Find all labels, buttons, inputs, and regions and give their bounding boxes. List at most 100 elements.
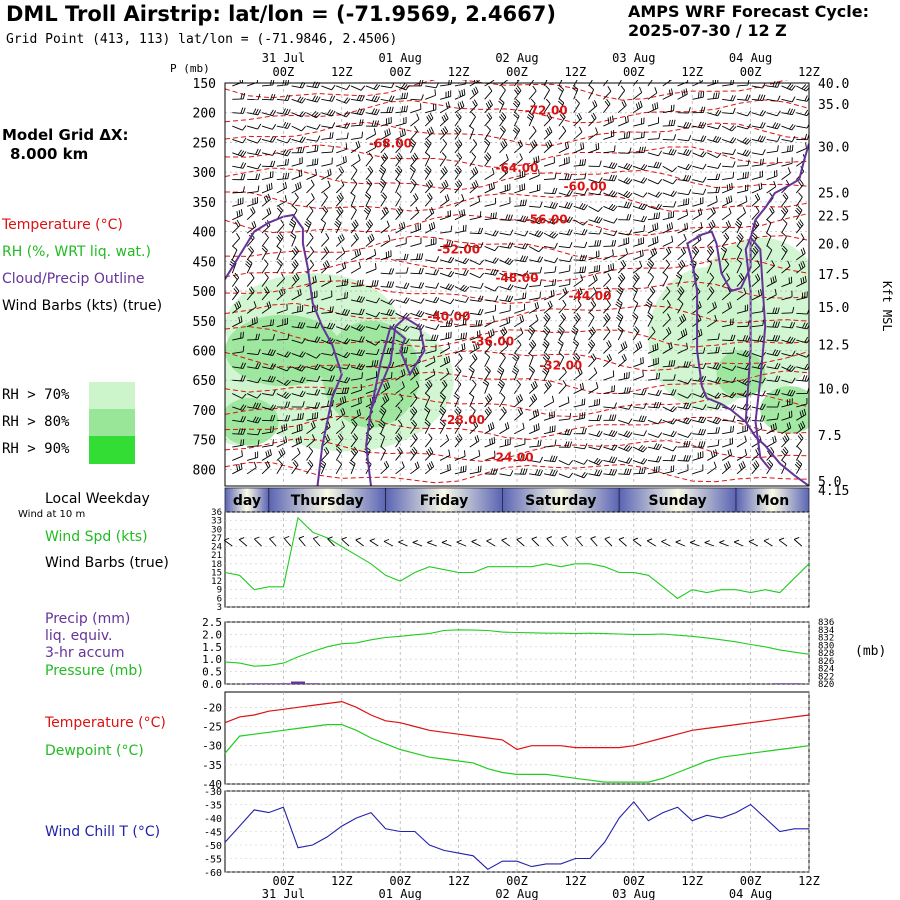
wind-barb — [350, 349, 365, 357]
wind-barb-flag — [539, 201, 543, 208]
wind-barb-flag — [429, 208, 433, 215]
wind-barb-flag — [671, 88, 674, 95]
wind-barb-staff — [246, 291, 255, 301]
wind-barb — [603, 239, 617, 247]
wind-barb-flag — [375, 340, 381, 346]
wind-barb-flag — [682, 246, 687, 253]
wind-barb-flag — [542, 330, 548, 336]
wind-barb-staff — [469, 335, 481, 341]
wind-barb-staff — [736, 366, 748, 371]
wind-barb — [261, 124, 277, 130]
wind-barb — [647, 389, 662, 397]
wind-barb-flag — [343, 97, 349, 103]
wind-barb — [306, 246, 315, 261]
wind-barb — [528, 352, 534, 367]
wind-barb — [454, 269, 469, 276]
wind-barb-staff — [766, 163, 778, 167]
wind-barb-flag — [787, 389, 791, 396]
wind-barb-flag — [329, 375, 333, 382]
wind-barb — [618, 387, 632, 395]
wind-barb-staff — [707, 306, 717, 314]
wind-barb-flag — [577, 369, 581, 375]
wind-barb-staff — [232, 165, 244, 169]
wind-barb-flag — [433, 355, 436, 362]
wind-barb-flag — [589, 312, 595, 318]
wind-barb-flag — [242, 151, 247, 157]
wind-barb-flag — [620, 261, 625, 268]
wind-barb — [781, 245, 788, 261]
wind-barb-flag — [379, 183, 384, 188]
wind-barb — [543, 172, 557, 181]
wind-barb — [350, 372, 363, 381]
wind-barb — [662, 342, 673, 354]
wind-barb-flag — [385, 382, 389, 389]
wind-barb — [363, 205, 372, 220]
wind-barb-staff — [351, 124, 363, 127]
wind-barb-staff — [320, 210, 329, 220]
wind-barb-flag — [759, 159, 762, 166]
wind-barb-flag — [501, 125, 506, 131]
wind-barb-staff — [484, 129, 491, 140]
wind-barb-flag — [757, 135, 762, 142]
wind-barb-flag — [679, 261, 684, 268]
profile-ylabel: P (mb) — [170, 62, 210, 75]
wind-barb-staff — [365, 133, 376, 140]
wind-barb-flag — [633, 328, 639, 334]
wind-barb-flag — [806, 353, 809, 358]
wind-barb-flag — [608, 203, 614, 210]
wind-barb-flag — [272, 94, 276, 101]
wind-barb-flag — [666, 328, 670, 335]
wind-barb-flag — [314, 145, 317, 152]
wind-barb — [588, 274, 598, 287]
wind-barb-flag — [579, 203, 584, 209]
wind-barb — [796, 291, 808, 301]
wind-barb-flag — [396, 192, 402, 198]
wind-barb-flag — [445, 113, 449, 119]
wind-barb-flag — [240, 315, 243, 322]
wind-barb — [736, 287, 747, 301]
wind-barb — [395, 282, 410, 289]
wind-barb-flag — [516, 85, 522, 91]
wind-barb-flag — [772, 307, 775, 314]
wind-barb-staff — [647, 205, 659, 211]
wind-barb-flag — [762, 94, 766, 101]
wind-barb — [410, 298, 425, 304]
wind-barb — [617, 353, 627, 368]
wind-barb-flag — [365, 192, 372, 197]
wind-barb — [306, 193, 315, 207]
wind-barb — [291, 125, 306, 132]
wind-barb-flag — [286, 137, 291, 144]
wind-barb-flag — [558, 352, 565, 358]
height-tick-label: 15.0 — [818, 301, 849, 316]
wind-barb-flag — [478, 80, 480, 81]
wind-barb-flag — [391, 310, 395, 316]
wind-barb-flag — [504, 257, 510, 263]
wind-barb-staff — [424, 384, 433, 394]
wind-barb-flag — [361, 350, 365, 356]
wind-barb — [440, 320, 453, 328]
wind-barb — [514, 327, 524, 341]
wind-barb-flag — [641, 215, 645, 222]
wind-barb — [766, 206, 775, 221]
wind-barb-flag — [403, 128, 406, 135]
wind-barb — [692, 135, 707, 142]
top-tick-label: 00Z — [273, 65, 295, 79]
wind-barb-flag — [534, 410, 538, 417]
wind-barb-staff — [232, 321, 243, 328]
wind-barb-flag — [643, 178, 648, 184]
wind-barb-flag — [233, 274, 238, 280]
wind-barb-flag — [420, 267, 424, 274]
wind-barb-flag — [642, 192, 648, 198]
wind-barb — [588, 299, 597, 314]
wind-barb-flag — [598, 177, 603, 183]
wind-barb-flag — [606, 355, 611, 362]
wind-barb-flag — [628, 387, 632, 394]
wind-barb-staff — [232, 406, 243, 411]
wind-barb-staff — [261, 291, 270, 301]
wind-barb-flag — [495, 212, 497, 219]
wind-barb-flag — [414, 152, 419, 159]
wind-barb — [306, 110, 321, 119]
wind-barb-staff — [232, 214, 243, 221]
wind-barb-flag — [804, 336, 809, 343]
wind-barb-staff — [291, 222, 297, 234]
